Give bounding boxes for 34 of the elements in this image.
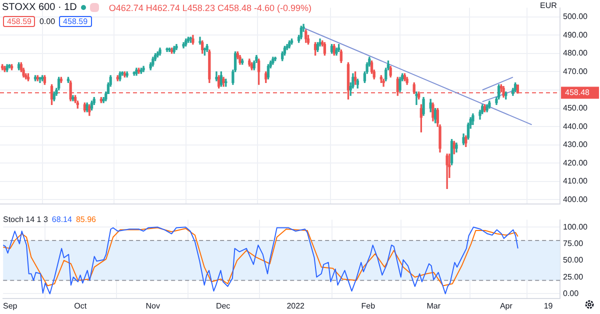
y-tick-label: 470.00: [563, 66, 588, 76]
ref-line-label: 458.48: [565, 88, 590, 97]
annotation: 0.00: [39, 17, 56, 26]
x-tick-label: Apr: [500, 301, 513, 310]
x-tick-label: Feb: [361, 301, 376, 310]
y-tick-label: 400.00: [563, 194, 588, 204]
x-tick-label: 2022: [286, 301, 306, 310]
annotation: 85.96: [76, 215, 96, 224]
y-tick-label: 100.00: [563, 222, 588, 232]
y-tick-label: 410.00: [563, 176, 588, 186]
y-tick-label: 75.00: [563, 238, 584, 248]
y-tick-label: 25.00: [563, 272, 584, 282]
x-tick-label: Sep: [3, 301, 18, 310]
y-tick-label: 440.00: [563, 122, 588, 131]
x-tick-label: Nov: [146, 301, 160, 310]
x-tick-label: 19: [544, 301, 554, 310]
y-tick-label: 50.00: [563, 256, 584, 265]
annotation: 68.14: [52, 215, 72, 224]
y-tick-label: 430.00: [563, 140, 588, 150]
x-tick-label: Dec: [216, 301, 230, 310]
x-tick-label: Mar: [426, 301, 441, 310]
y-tick-label: 500.00: [563, 12, 588, 22]
x-tick-label: Oct: [74, 301, 88, 310]
y-tick-label: 490.00: [563, 30, 588, 40]
y-tick-label: 420.00: [563, 158, 588, 168]
y-tick-label: 0.00: [563, 288, 580, 298]
chart-title: Stoch 14 1 3: [3, 215, 48, 224]
annotation: O462.74 H462.74 L458.23 C458.48 -4.60 (-0.99%): [108, 2, 312, 12]
annotation: 458.59: [3, 16, 36, 27]
chart-title: STOXX 600 · 1D: [2, 2, 77, 13]
annotation: EUR: [540, 1, 557, 10]
annotation: 458.59: [59, 16, 92, 27]
y-tick-label: 450.00: [563, 103, 588, 112]
y-tick-label: 480.00: [563, 48, 588, 58]
